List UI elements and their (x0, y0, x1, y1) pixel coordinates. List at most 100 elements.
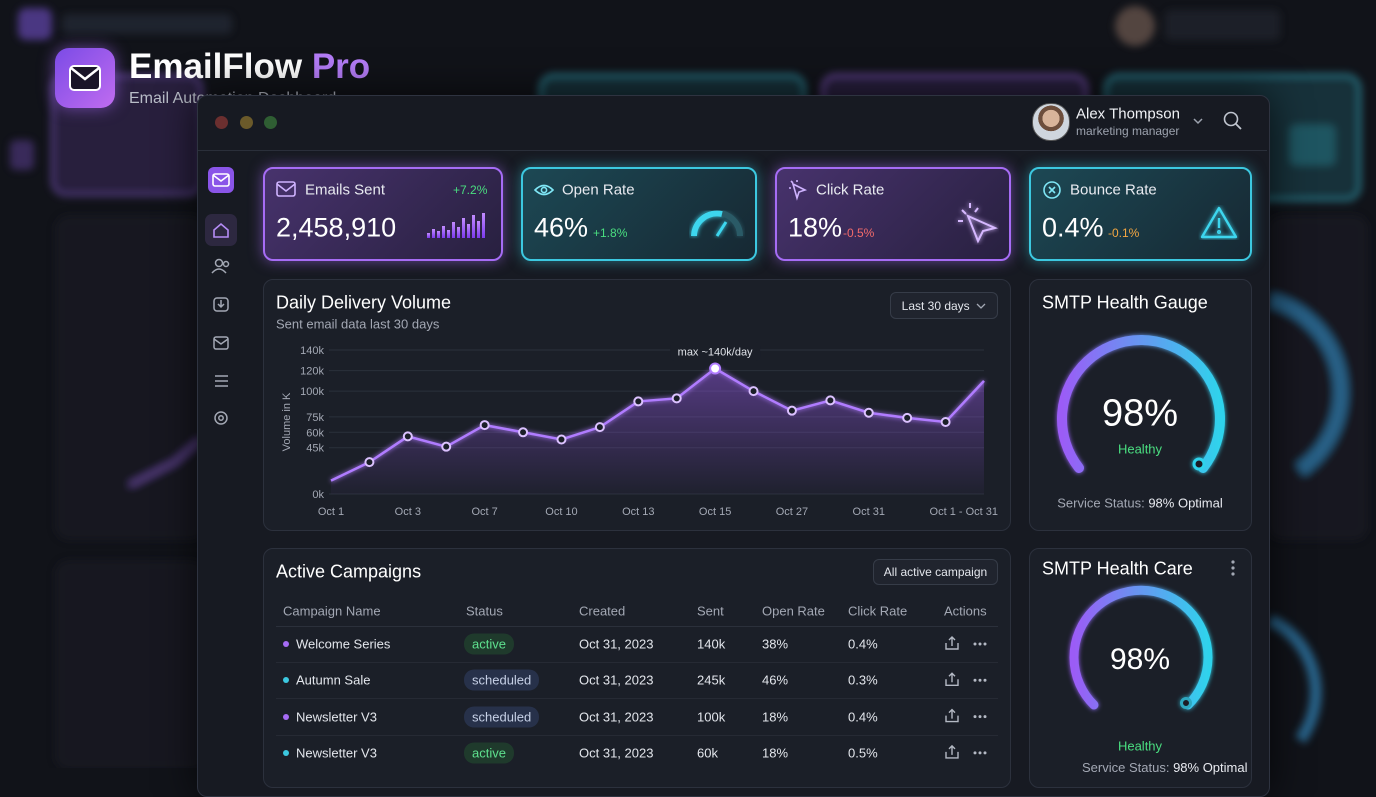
share-action[interactable] (945, 744, 959, 759)
kpi-change: +1.8% (593, 226, 628, 240)
kpi-change: -0.5% (843, 226, 875, 240)
area (331, 368, 984, 494)
table-actions (945, 636, 987, 759)
point (786, 405, 797, 416)
app-title-accent: Pro (311, 47, 371, 86)
app-title: EmailFlow Pro (129, 47, 370, 87)
more-action[interactable] (973, 642, 987, 646)
status-badge: active (464, 742, 514, 764)
overlay: 0k 45k 60k 75k 100k 120k 140k Volume in K max ~1… (276, 180, 1238, 759)
kpi-card (775, 167, 1011, 261)
more-action[interactable] (973, 678, 987, 682)
share-icon (945, 672, 959, 686)
more-action[interactable] (973, 715, 987, 719)
point (364, 457, 375, 468)
user-avatar[interactable] (1032, 103, 1070, 141)
range-dropdown[interactable]: Last 30 days (890, 292, 998, 319)
eye-icon (533, 184, 555, 196)
row-divider (276, 734, 998, 736)
table-cell: Oct 31, 2023 (579, 709, 654, 725)
x-tick-label: Oct 1 (318, 506, 344, 518)
kpi-value: 18% (788, 212, 843, 243)
cursor-icon (789, 180, 808, 201)
point (479, 420, 490, 431)
row-dot (283, 749, 289, 756)
nav-mail[interactable] (213, 336, 229, 350)
service-status: Service Status: 98% Optimal (1057, 496, 1222, 511)
campaigns-card (263, 548, 1011, 788)
column-header: Sent (697, 603, 724, 619)
warning-icon (1200, 206, 1238, 239)
gauge-title: SMTP Health Gauge (1042, 292, 1208, 313)
gauge-arc (1057, 335, 1225, 473)
point (902, 412, 913, 423)
header-divider (276, 626, 998, 627)
share-action[interactable] (945, 636, 959, 650)
x-tick-label: Oct 10 (545, 506, 577, 518)
share-action[interactable] (945, 708, 959, 723)
service-status-value: 98% Optimal (1148, 495, 1223, 511)
more-dot (978, 642, 982, 646)
x-tick-label: Oct 13 (622, 506, 654, 518)
more-dot (983, 715, 987, 719)
kpi-label: Click Rate (816, 181, 885, 199)
table-cell: 0.4% (848, 709, 878, 725)
nav-home[interactable] (205, 214, 237, 246)
table-cell: 18% (762, 709, 789, 725)
campaign-name: Autumn Sale (296, 672, 371, 688)
chart-subtitle: Sent email data last 30 days (276, 316, 440, 332)
user-role: marketing manager (1076, 124, 1180, 138)
y-tick-label: 100k (300, 386, 324, 398)
line (330, 367, 985, 482)
more-dot (973, 642, 977, 646)
point (556, 434, 567, 445)
share-icon (945, 636, 959, 650)
x-tick-label: Oct 27 (776, 506, 808, 518)
card-menu[interactable] (1226, 559, 1240, 579)
table-cell: Oct 31, 2023 (579, 745, 654, 761)
y-tick-label: 140k (300, 345, 324, 357)
status-badge: scheduled (464, 706, 540, 728)
more-dot (973, 751, 977, 755)
window-close[interactable] (215, 116, 228, 129)
row-divider (276, 698, 998, 700)
table-cell: 46% (762, 672, 789, 688)
sparkline-bars (427, 213, 485, 238)
point (671, 393, 682, 404)
y-tick-label: 120k (300, 366, 324, 378)
annotation-box (670, 342, 761, 361)
y-tick-label: 75k (306, 412, 324, 424)
x-tick-label: Oct 7 (471, 506, 497, 518)
range-label: Last 30 days (901, 298, 970, 313)
point (441, 441, 452, 452)
x-tick-label: Oct 31 (853, 506, 885, 518)
nav-audience[interactable] (211, 258, 230, 274)
x-tick-label: Oct 15 (699, 506, 731, 518)
point (825, 395, 836, 406)
nav-history[interactable] (213, 297, 229, 312)
nav-list[interactable] (215, 375, 228, 387)
point (863, 407, 874, 418)
chart-title: Daily Delivery Volume (276, 292, 452, 313)
share-icon (945, 744, 959, 759)
sidebar-logo[interactable] (208, 167, 234, 193)
window-maximize[interactable] (264, 116, 277, 129)
kpi-value: 0.4% (1042, 212, 1104, 243)
share-action[interactable] (945, 672, 959, 686)
column-header: Actions (944, 603, 987, 619)
point (633, 396, 644, 407)
campaign-filter[interactable]: All active campaign (873, 559, 998, 585)
more-dot (973, 715, 977, 719)
row-dot (283, 677, 289, 684)
dropdown-chevron (976, 303, 986, 309)
search-button[interactable] (1222, 110, 1244, 132)
kpi-card (263, 167, 503, 261)
more-action[interactable] (973, 751, 987, 755)
kpi-label: Open Rate (562, 181, 635, 199)
table-cell: 0.4% (848, 636, 878, 652)
window-minimize[interactable] (240, 116, 253, 129)
nav-settings[interactable] (214, 411, 228, 425)
x-tick-label: Oct 1 - Oct 31 (930, 506, 998, 518)
user-menu-chevron[interactable] (1190, 114, 1206, 128)
y-tick-label: 0k (312, 489, 324, 501)
